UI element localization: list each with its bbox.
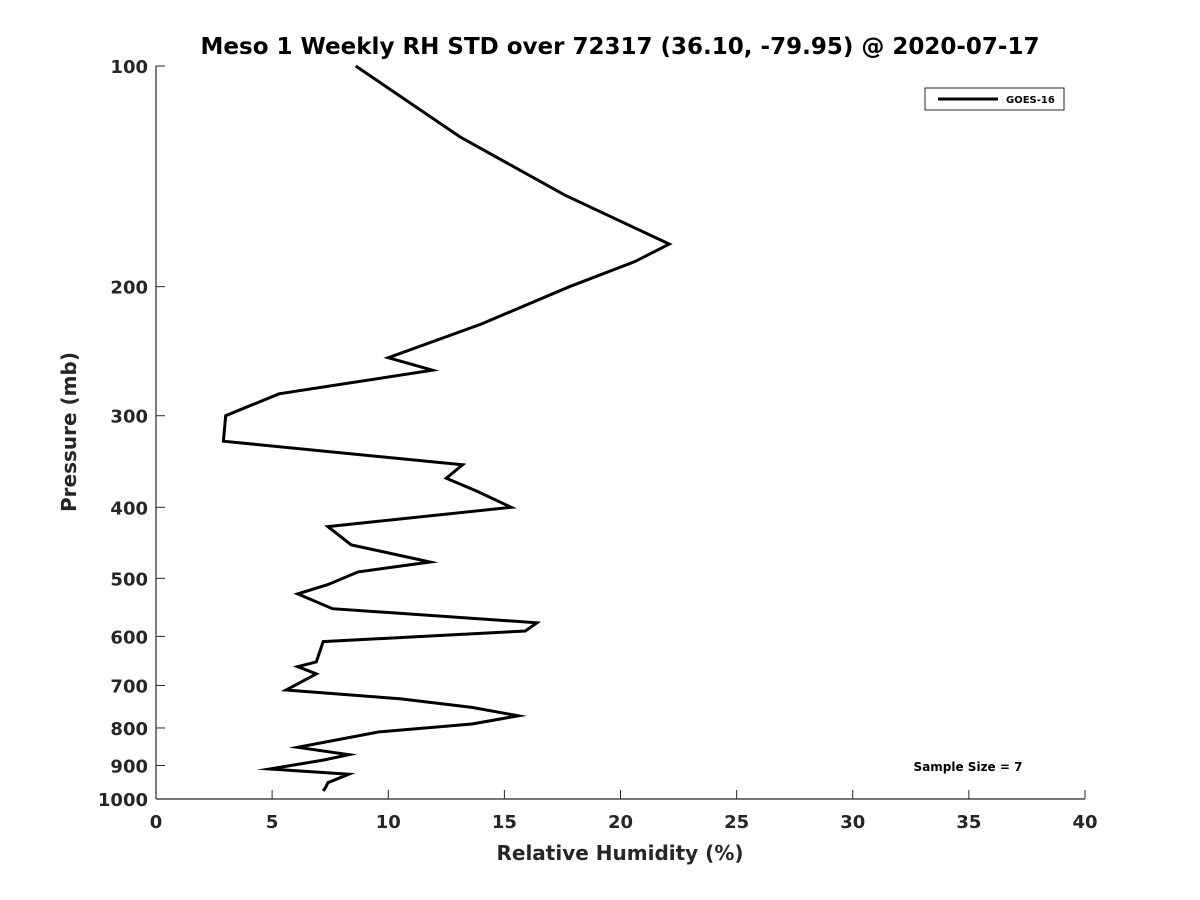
x-tick-label: 35 (956, 812, 981, 833)
series-group (221, 64, 673, 792)
x-tick-label: 0 (150, 812, 163, 833)
y-tick-label: 500 (110, 569, 148, 590)
x-tick-label: 20 (608, 812, 633, 833)
y-ticks: 100 200 300 400 500 600 700 800 900 1000 (98, 57, 165, 811)
y-axis-label: Pressure (mb) (57, 352, 81, 512)
sample-size-annotation: Sample Size = 7 (914, 760, 1023, 774)
x-tick-label: 40 (1072, 812, 1097, 833)
x-tick-label: 25 (724, 812, 749, 833)
y-tick-label: 100 (110, 57, 148, 78)
series-line-goes-16 (221, 64, 673, 792)
y-tick-label: 600 (110, 627, 148, 648)
x-axis-label: Relative Humidity (%) (496, 841, 743, 865)
legend[interactable]: GOES-16 (924, 87, 1065, 111)
y-tick-label: 900 (110, 756, 148, 777)
x-tick-label: 5 (266, 812, 279, 833)
x-tick-label: 10 (376, 812, 401, 833)
x-tick-label: 15 (492, 812, 517, 833)
y-tick-label: 1000 (98, 790, 148, 811)
y-tick-label: 700 (110, 676, 148, 697)
chart-title: Meso 1 Weekly RH STD over 72317 (36.10, … (201, 34, 1040, 60)
legend-label-goes-16: GOES-16 (1006, 95, 1055, 106)
x-ticks: 0 5 10 15 20 25 30 35 40 (150, 790, 1098, 833)
x-tick-label: 30 (840, 812, 865, 833)
y-tick-label: 300 (110, 407, 148, 428)
y-tick-label: 200 (110, 278, 148, 299)
y-tick-label: 400 (110, 498, 148, 519)
y-tick-label: 800 (110, 719, 148, 740)
